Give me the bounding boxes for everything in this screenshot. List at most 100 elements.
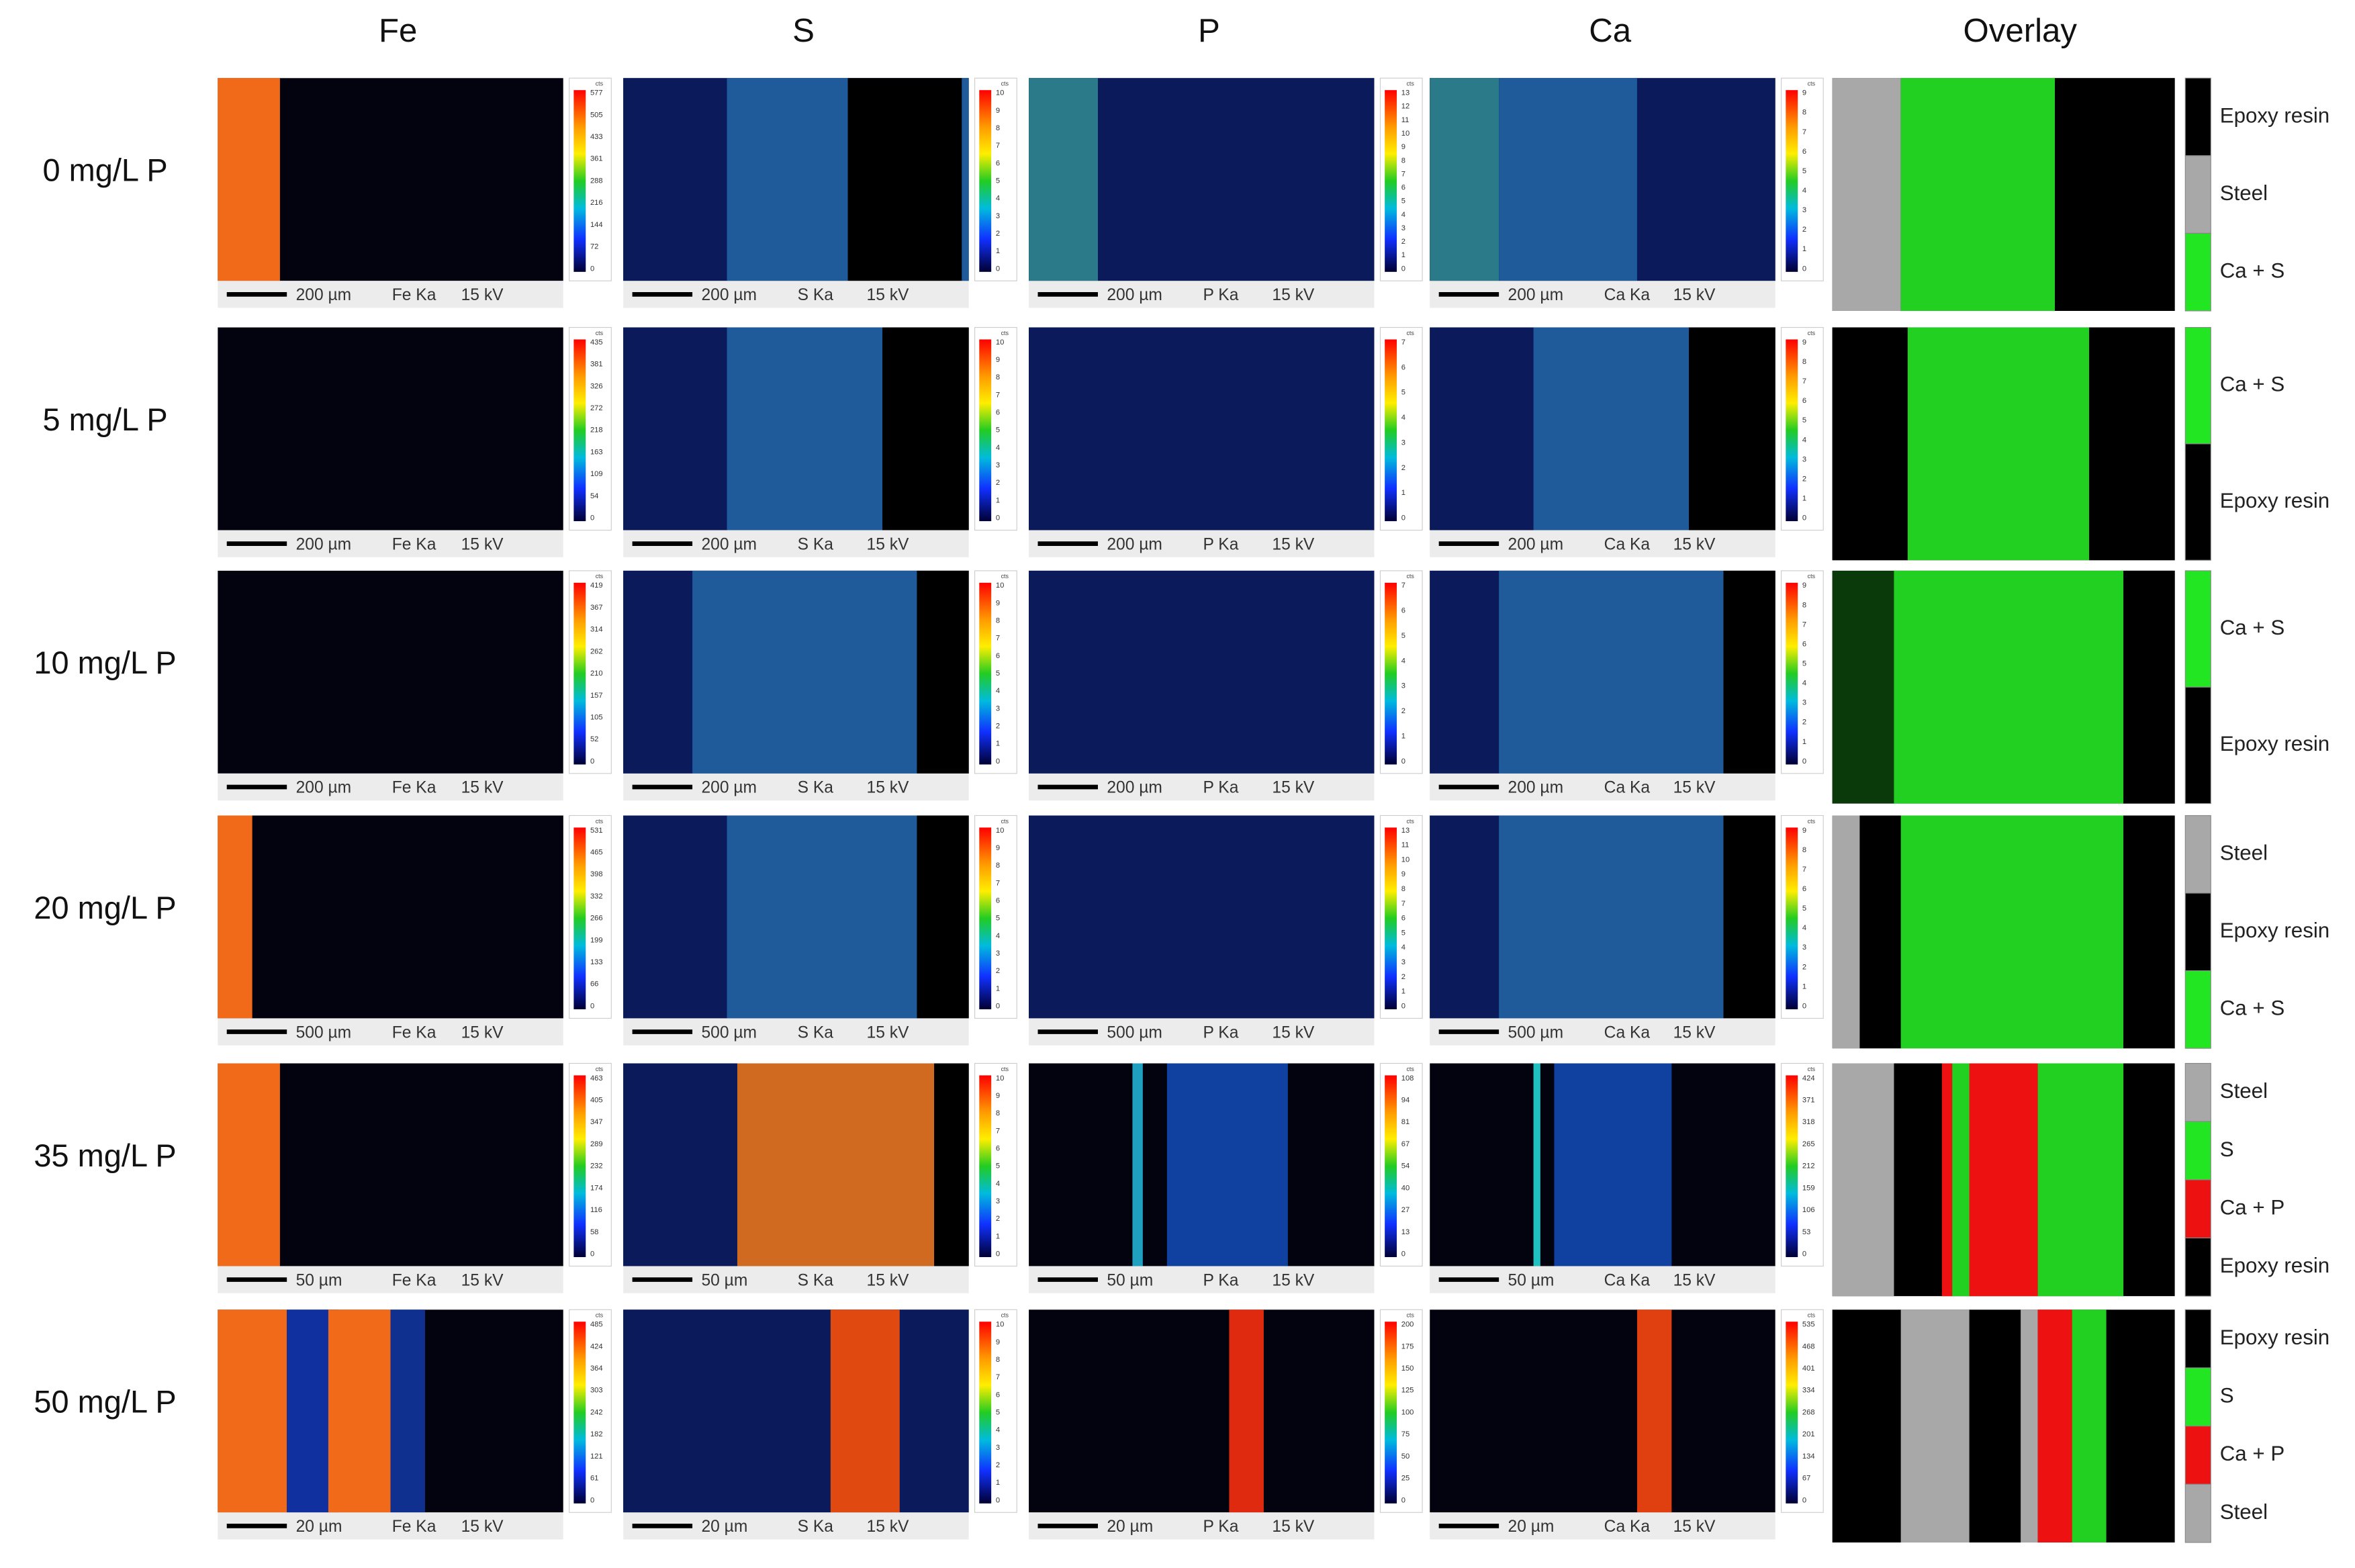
column-header: Overlay (1964, 12, 2078, 49)
colorbar-tick-label: 210 (590, 670, 603, 678)
line-label: Fe Ka (392, 1023, 436, 1042)
colorbar-tick-label: 212 (1802, 1162, 1815, 1170)
legend-label: Ca + S (2220, 373, 2285, 396)
map-feature (1554, 1063, 1672, 1266)
colorbar-tick-label: 5 (996, 1408, 1000, 1416)
colorbar-tick-label: 6 (1802, 640, 1806, 648)
colorbar-tick-label: 3 (996, 1197, 1000, 1205)
line-label: Fe Ka (392, 286, 436, 304)
colorbar-tick-label: 216 (590, 199, 603, 207)
colorbar-tick-label: 10 (996, 1074, 1004, 1082)
colorbar-tick-label: 0 (1401, 265, 1405, 273)
colorbar (573, 339, 586, 522)
colorbar-tick-label: 4 (1802, 436, 1806, 444)
colorbar-tick-label: 0 (1401, 1496, 1405, 1504)
scale-label: 500 µm (1107, 1023, 1162, 1042)
colorbar-tick-label: 7 (1401, 338, 1405, 347)
kv-label: 15 kV (461, 286, 504, 304)
colorbar-tick-label: 6 (996, 1144, 1000, 1152)
colorbar-tick-label: 2 (1802, 226, 1806, 234)
colorbar (979, 1075, 992, 1258)
colorbar-tick-label: 1 (996, 247, 1000, 255)
column-header: P (1198, 12, 1220, 49)
colorbar-tick-label: 0 (1802, 757, 1806, 766)
colorbar-tick-label: 381 (590, 361, 603, 369)
legend-label: Steel (2220, 1500, 2268, 1524)
scale-label: 200 µm (1508, 286, 1564, 304)
colorbar-tick-label: 2 (1802, 475, 1806, 483)
colorbar-tick-label: 4 (996, 1180, 1000, 1188)
legend-swatch (2184, 892, 2211, 972)
colorbar-tick-label: 50 (1401, 1452, 1410, 1461)
legend-label: Epoxy resin (2220, 732, 2330, 755)
map-feature (882, 327, 969, 531)
colorbar-tick-label: 332 (590, 892, 603, 901)
colorbar-tick-label: 314 (590, 626, 603, 634)
colorbar-tick-label: 54 (1401, 1162, 1410, 1170)
scale-label: 50 µm (1508, 1271, 1555, 1289)
line-label: Ca Ka (1604, 779, 1651, 797)
colorbar-tick-label: 11 (1401, 116, 1410, 124)
colorbar-tick-label: 4 (1401, 211, 1405, 219)
legend-label: S (2220, 1384, 2234, 1408)
colorbar-tick-label: 3 (1802, 699, 1806, 707)
map-feature (727, 815, 917, 1019)
colorbar-tick-label: 0 (590, 514, 594, 522)
legend-swatch (2184, 970, 2211, 1049)
legend-swatch (2184, 155, 2211, 234)
colorbar-tick-label: 0 (1802, 265, 1806, 273)
scale-label: 50 µm (296, 1271, 342, 1289)
colorbar-tick-label: 94 (1401, 1097, 1410, 1105)
colorbar-tick-label: 334 (1802, 1387, 1815, 1395)
colorbar (1385, 1322, 1397, 1504)
map-feature (934, 1063, 969, 1266)
colorbar-tick-label: 1 (996, 1232, 1000, 1240)
colorbar-tick-label: 8 (1802, 109, 1806, 117)
colorbar-tick-label: 0 (590, 265, 594, 273)
colorbar-tick-label: 0 (590, 1496, 594, 1504)
colorbar-tick-label: 3 (1802, 455, 1806, 463)
column-header: Ca (1589, 12, 1632, 49)
colorbar-tick-label: 2 (996, 1215, 1000, 1223)
map-feature (692, 570, 917, 774)
colorbar-tick-label: 7 (1802, 620, 1806, 629)
colorbar-tick-label: 6 (996, 652, 1000, 660)
colorbar-tick-label: 134 (1802, 1452, 1815, 1461)
colorbar-tick-label: 3 (996, 950, 1000, 958)
colorbar-tick-label: 1 (1802, 245, 1806, 253)
colorbar-tick-label: 8 (996, 124, 1000, 132)
line-label: S Ka (798, 1518, 834, 1536)
row-label: 35 mg/L P (34, 1138, 176, 1173)
colorbar-tick-label: 10 (1401, 130, 1410, 138)
colorbar-tick-label: 200 (1401, 1321, 1414, 1329)
legend-swatch (2184, 815, 2211, 894)
colorbar (1786, 1075, 1798, 1258)
legend-label: Ca + S (2220, 259, 2285, 282)
legend-swatch (2184, 1062, 2211, 1122)
line-label: Fe Ka (392, 1518, 436, 1536)
colorbar-tick-label: 7 (1802, 377, 1806, 385)
colorbar-tick-label: 0 (996, 1250, 1000, 1258)
colorbar-tick-label: 8 (1802, 358, 1806, 366)
overlay-feature (2123, 815, 2175, 1049)
kv-label: 15 kV (1673, 535, 1716, 553)
scale-label: 50 µm (1107, 1271, 1153, 1289)
row-label: 20 mg/L P (34, 890, 176, 925)
kv-label: 15 kV (867, 1023, 909, 1042)
colorbar-tick-label: 5 (1401, 929, 1405, 937)
colorbar-tick-label: 7 (1802, 128, 1806, 136)
colorbar (979, 90, 992, 272)
kv-label: 15 kV (1673, 1023, 1716, 1042)
colorbar-tick-label: 13 (1401, 1228, 1410, 1236)
colorbar-tick-label: 218 (590, 426, 603, 434)
colorbar-tick-label: 2 (996, 230, 1000, 238)
colorbar-tick-label: 0 (996, 514, 1000, 522)
colorbar-tick-label: 265 (1802, 1140, 1815, 1148)
colorbar-tick-label: 535 (1802, 1321, 1815, 1329)
colorbar-tick-label: 159 (1802, 1184, 1815, 1192)
map-feature (1499, 815, 1724, 1019)
colorbar-unit: cts (1808, 81, 1816, 87)
colorbar-tick-label: 303 (590, 1387, 603, 1395)
colorbar-tick-label: 6 (1802, 397, 1806, 405)
colorbar-tick-label: 2 (996, 1461, 1000, 1469)
